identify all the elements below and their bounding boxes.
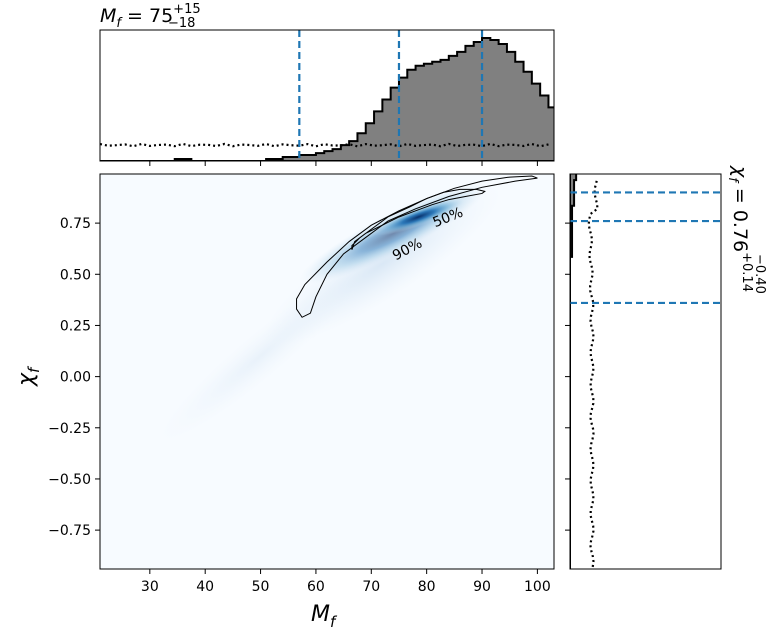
y-tick-label: −0.25 [48, 421, 91, 437]
posterior-density [159, 182, 502, 442]
main-density-panel: 50% 90% 30 40 50 60 70 80 90 100 0.750.500.250.… [48, 173, 555, 595]
x-tick-label: 30 [141, 579, 159, 595]
spin-title-var: χ [729, 165, 751, 178]
mass-title-sub: f [116, 16, 123, 31]
spin-histogram [570, 174, 578, 569]
y-tick-label: 0.75 [60, 216, 91, 232]
y-axis-label-sub: f [25, 365, 43, 373]
x-tick-label: 80 [418, 579, 436, 595]
y-axis-label: χf [14, 365, 43, 387]
mass-histogram [100, 37, 554, 161]
x-axis-label: Mf [311, 602, 338, 631]
main-panel-frame [99, 173, 555, 570]
x-tick-label: 90 [473, 579, 491, 595]
y-tick-label: 0.50 [60, 267, 91, 283]
x-tick-label: 60 [307, 579, 325, 595]
main-x-ticks: 30 40 50 60 70 80 90 100 [141, 569, 551, 595]
spin-title-lower: −0.40 [752, 254, 767, 294]
spin-quantile-lines [570, 191, 721, 305]
right-marginal-panel [565, 173, 722, 570]
y-tick-label: −0.50 [48, 472, 91, 488]
y-tick-label: −0.75 [48, 523, 91, 539]
x-tick-label: 70 [362, 579, 380, 595]
spin-title: χf = 0.76+0.14 [725, 165, 754, 292]
y-tick-label: 0.25 [60, 318, 91, 334]
top-marginal-panel [99, 29, 555, 166]
spin-prior-line [587, 177, 599, 568]
main-y-ticks: 0.75 0.50 0.25 0.00 −0.25 −0.50 −0.75 [48, 216, 100, 539]
spin-title-eq: = 0.76 [729, 182, 751, 252]
mass-title-sup: +15 [173, 2, 200, 17]
mass-title-var: M [100, 5, 116, 27]
right-panel-ticks [565, 222, 570, 531]
y-axis-label-var: χ [14, 372, 39, 387]
density-core [373, 198, 464, 236]
right-panel-frame [569, 173, 722, 570]
mass-prior-line [100, 142, 549, 148]
x-tick-label: 50 [252, 579, 270, 595]
x-tick-label: 40 [196, 579, 214, 595]
y-tick-label: 0.00 [60, 370, 91, 386]
contour-50 [351, 188, 486, 250]
main-panel-background [100, 174, 554, 569]
mass-title: Mf = 75+15 [100, 2, 201, 31]
x-tick-label: 100 [524, 579, 551, 595]
mass-title-eq: = 75 [121, 5, 173, 27]
mass-title-lower: −18 [168, 16, 195, 31]
spin-title-sub: f [725, 177, 740, 184]
spin-title-sup: +0.14 [739, 252, 754, 292]
x-axis-label-var: M [311, 602, 330, 627]
density-tail [159, 270, 362, 442]
top-panel-frame [99, 29, 555, 162]
contour-90 [296, 175, 538, 318]
x-axis-label-sub: f [330, 613, 338, 631]
top-panel-ticks [149, 161, 538, 166]
